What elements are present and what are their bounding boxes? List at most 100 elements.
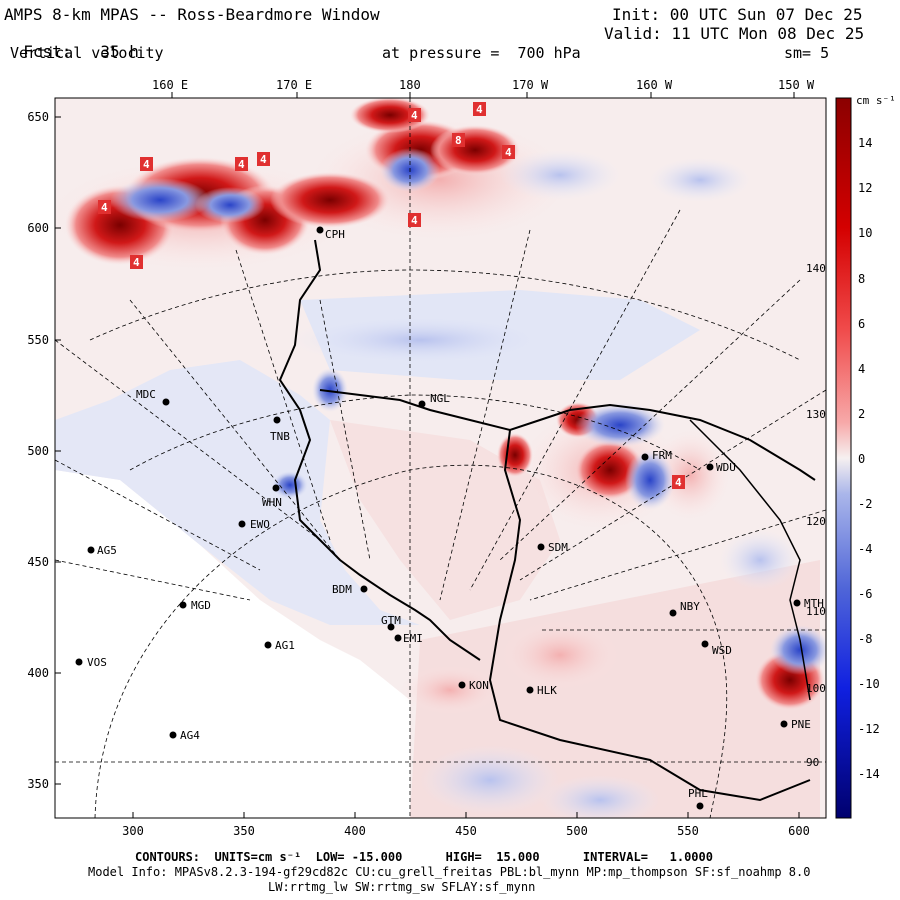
pressure-value: 700 hPa	[517, 44, 581, 62]
longitude-label: 170 W	[512, 78, 549, 92]
colorbar-tick: 14	[858, 136, 872, 150]
meridian-labels: 140 W 130 W 120 W 110 W 100 W 90 W	[806, 262, 839, 769]
station-dot[interactable]	[238, 520, 246, 528]
forecast-value: 35 h	[100, 42, 139, 61]
station-dot[interactable]	[316, 226, 324, 234]
contour-label: 4	[505, 146, 512, 159]
colorbar-scale	[835, 97, 852, 819]
station-dot[interactable]	[526, 686, 534, 694]
station-label: HLK	[537, 684, 557, 697]
smoothing: sm= 5	[784, 44, 830, 62]
station-label: MGD	[191, 599, 211, 612]
station-dot[interactable]	[418, 400, 426, 408]
station-dot[interactable]	[179, 601, 187, 609]
pressure-label: at pressure =	[382, 44, 500, 62]
colorbar-tick: 0	[858, 452, 865, 466]
colorbar: cm s⁻¹ 14 12 10 8 6 4 2 0 -2 -4 -6 -8 -1…	[835, 94, 896, 819]
station-label: GTM	[381, 614, 401, 627]
contour-label: 4	[411, 109, 418, 122]
map-title: AMPS 8-km MPAS -- Ross-Beardmore Window	[4, 5, 380, 24]
station-label: CPH	[325, 228, 345, 241]
station-label: BDM	[332, 583, 352, 596]
station-dot[interactable]	[669, 609, 677, 617]
station-dot[interactable]	[169, 731, 177, 739]
meridian-label: 130 W	[806, 408, 839, 421]
station-label: VOS	[87, 656, 107, 669]
forecast-hour: Fcst: 35 h	[4, 25, 139, 61]
station-dot[interactable]	[793, 599, 801, 607]
station-label: FRM	[652, 449, 672, 462]
model-info: Model Info: MPASv8.2.3-194-gf29cd82c CU:…	[88, 865, 811, 879]
longitude-label: 150 W	[778, 78, 815, 92]
longitude-label: 180	[399, 78, 421, 92]
station-dot[interactable]	[780, 720, 788, 728]
colorbar-tick: -6	[858, 587, 872, 601]
colorbar-tick: 4	[858, 362, 865, 376]
contour-label: 4	[238, 158, 245, 171]
station-label: WSD	[712, 644, 732, 657]
station-label: KON	[469, 679, 489, 692]
meridian-label: 110 W	[806, 605, 839, 618]
station-dot[interactable]	[273, 416, 281, 424]
colorbar-tick: -2	[858, 497, 872, 511]
station-dot[interactable]	[162, 398, 170, 406]
station-dot[interactable]	[706, 463, 714, 471]
meridian-label: 100 W	[806, 682, 839, 695]
colorbar-ticks: 14 12 10 8 6 4 2 0 -2 -4 -6 -8 -10 -12 -…	[858, 136, 880, 781]
y-tick-label: 450	[27, 555, 49, 569]
contour-label: 4	[143, 158, 150, 171]
stations: MDC NGL AG5 MGD AG1 VOS AG4 BDM GTM EMI …	[75, 226, 824, 810]
x-tick-label: 450	[455, 824, 477, 838]
station-label: AG1	[275, 639, 295, 652]
station-dot[interactable]	[696, 802, 704, 810]
contour-labels: 4 4 4 4 4 4 4 8 4 4 4	[98, 102, 685, 489]
init-time: Init: 00 UTC Sun 07 Dec 25	[612, 5, 863, 24]
colorbar-tick: 10	[858, 226, 872, 240]
contour-label: 4	[411, 214, 418, 227]
longitude-label: 170 E	[276, 78, 312, 92]
contour-label: 8	[455, 134, 462, 147]
x-tick-label: 500	[566, 824, 588, 838]
y-tick-label: 550	[27, 333, 49, 347]
x-tick-label: 400	[344, 824, 366, 838]
station-dot[interactable]	[360, 585, 368, 593]
colorbar-tick: -10	[858, 677, 880, 691]
x-axis: 300 350 400 450 500 550 600	[122, 824, 810, 838]
forecast-label: Fcst:	[23, 42, 72, 61]
colorbar-unit: cm s⁻¹	[856, 94, 896, 107]
station-label: SDM	[548, 541, 568, 554]
station-dot[interactable]	[75, 658, 83, 666]
station-dot[interactable]	[272, 484, 280, 492]
station-label: TNB	[270, 430, 290, 443]
station-dot[interactable]	[387, 623, 395, 631]
station-dot[interactable]	[537, 543, 545, 551]
station-dot[interactable]	[394, 634, 402, 642]
station-label: WDU	[716, 461, 736, 474]
station-dot[interactable]	[701, 640, 709, 648]
station-label: PNE	[791, 718, 811, 731]
colorbar-tick: -14	[858, 767, 880, 781]
colorbar-tick: -4	[858, 542, 872, 556]
colorbar-tick: -12	[858, 722, 880, 736]
station-label: AG5	[97, 544, 117, 557]
map-frame	[54, 97, 827, 819]
variable-name: Vertical velocity	[10, 44, 164, 62]
station-dot[interactable]	[641, 453, 649, 461]
colorbar-tick: 8	[858, 272, 865, 286]
y-axis: 650 600 550 500 450 400 350	[27, 110, 49, 791]
station-dot[interactable]	[87, 546, 95, 554]
colorbar-tick: 12	[858, 181, 872, 195]
pressure-level: at pressure = 700 hPa	[382, 44, 581, 62]
longitude-label: 160 E	[152, 78, 188, 92]
valid-time: Valid: 11 UTC Mon 08 Dec 25	[604, 24, 865, 43]
x-tick-label: 550	[677, 824, 699, 838]
station-dot[interactable]	[264, 641, 272, 649]
meridian-label: 140 W	[806, 262, 839, 275]
longitude-labels: 160 E 170 E 180 170 W 160 W 150 W	[152, 78, 815, 92]
station-label: NGL	[430, 392, 450, 405]
y-tick-label: 650	[27, 110, 49, 124]
station-dot[interactable]	[458, 681, 466, 689]
station-label: PHL	[688, 787, 708, 800]
y-tick-label: 350	[27, 777, 49, 791]
